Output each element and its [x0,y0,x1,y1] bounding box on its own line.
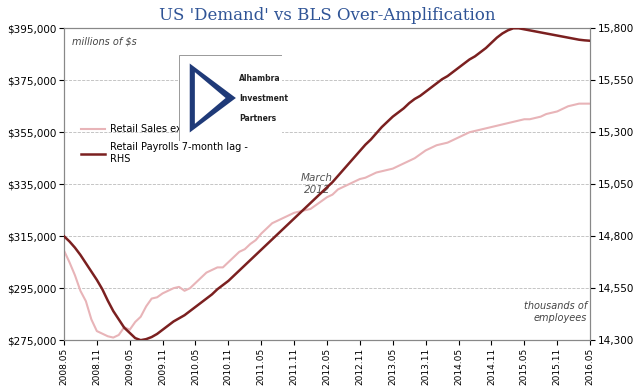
Text: Alhambra: Alhambra [239,74,281,83]
Text: Partners: Partners [239,114,276,123]
FancyBboxPatch shape [179,55,282,141]
Text: March
2012: March 2012 [301,173,333,195]
Polygon shape [190,64,236,132]
Text: millions of $s: millions of $s [72,36,137,46]
Text: Investment: Investment [239,94,288,103]
Polygon shape [195,72,226,124]
Legend: Retail Sales ex Autos, SA, Retail Payrolls 7-month lag -
RHS: Retail Sales ex Autos, SA, Retail Payrol… [77,120,251,168]
Text: thousands of
employees: thousands of employees [524,301,587,323]
Title: US 'Demand' vs BLS Over-Amplification: US 'Demand' vs BLS Over-Amplification [159,7,495,24]
